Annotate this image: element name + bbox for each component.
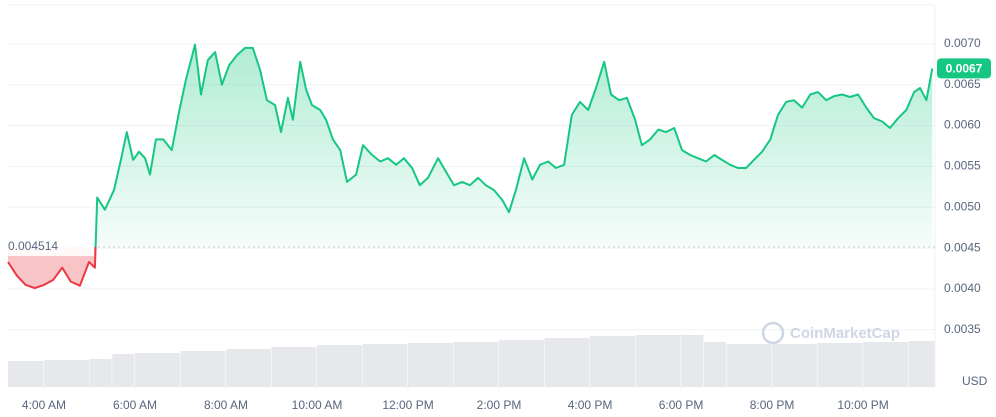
x-tick-label: 4:00 AM <box>22 398 66 412</box>
x-tick-label: 10:00 PM <box>837 398 888 412</box>
baseline-label-bg <box>2 237 94 256</box>
volume-bar <box>134 353 180 387</box>
volume-bar <box>590 336 636 387</box>
volume-bar <box>317 345 363 387</box>
volume-bar <box>225 349 271 387</box>
price-tag-label: 0.0067 <box>946 62 983 76</box>
x-tick-label: 6:00 AM <box>113 398 157 412</box>
x-tick-label: 8:00 PM <box>750 398 795 412</box>
volume-bar <box>908 341 935 387</box>
y-tick-label: 0.0040 <box>944 281 981 295</box>
volume-bar <box>89 359 112 387</box>
x-tick-label: 12:00 PM <box>382 398 433 412</box>
volume-bar <box>703 342 727 387</box>
price-area <box>8 44 933 289</box>
volume-bar <box>112 354 135 387</box>
volume-bar <box>817 343 863 387</box>
volume-bar <box>408 343 454 387</box>
x-tick-label: 4:00 PM <box>568 398 613 412</box>
volume-bar <box>681 335 704 387</box>
x-tick-label: 10:00 AM <box>292 398 343 412</box>
volume-bar <box>8 361 44 387</box>
y-tick-label: 0.0045 <box>944 240 981 254</box>
y-tick-label: 0.0050 <box>944 199 981 213</box>
volume-bar <box>863 342 909 387</box>
volume-bar <box>180 351 226 387</box>
volume-bar <box>726 344 772 387</box>
y-tick-label: 0.0055 <box>944 159 981 173</box>
y-tick-label: 0.0060 <box>944 118 981 132</box>
y-tick-label: 0.0065 <box>944 77 981 91</box>
volume-bar <box>362 344 408 387</box>
x-tick-label: 8:00 AM <box>204 398 248 412</box>
volume-bar <box>772 344 818 387</box>
x-tick-label: 2:00 PM <box>477 398 522 412</box>
volume-bar <box>453 342 499 387</box>
volume-bar <box>43 360 89 387</box>
volume-bar <box>271 347 317 387</box>
price-tag <box>937 58 991 79</box>
baseline-label: 0.004514 <box>8 239 58 253</box>
x-tick-label: 6:00 PM <box>659 398 704 412</box>
volume-bar <box>499 340 545 387</box>
volume-bar <box>635 335 681 387</box>
watermark: CoinMarketCap <box>761 321 900 345</box>
price-line <box>7 43 934 290</box>
watermark-text: CoinMarketCap <box>790 325 900 342</box>
currency-label: USD <box>962 374 988 388</box>
y-tick-label: 0.0070 <box>944 36 981 50</box>
volume-bar <box>544 338 590 387</box>
y-tick-label: 0.0035 <box>944 322 981 336</box>
